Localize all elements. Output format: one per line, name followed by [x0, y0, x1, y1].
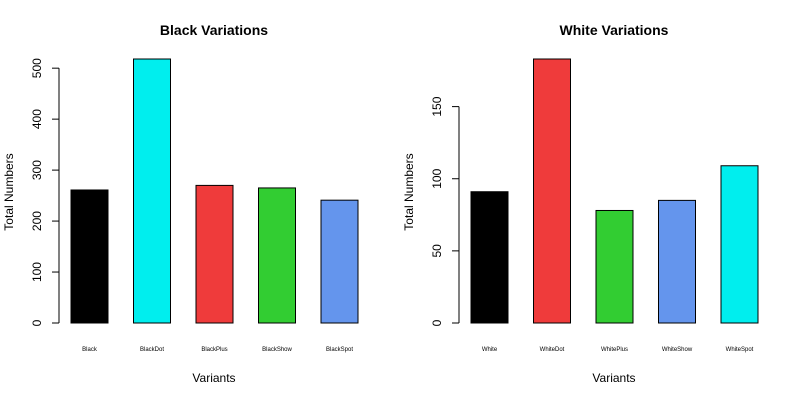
y-tick-label: 100	[30, 262, 44, 282]
y-tick-label: 200	[30, 211, 44, 231]
bar-white	[470, 191, 509, 324]
bar-blackplus	[195, 184, 234, 324]
bar-blackspot	[320, 199, 359, 324]
y-tick-label: 400	[30, 109, 44, 129]
x-tick-label: WhiteSpot	[726, 347, 754, 353]
bar-whitespot	[720, 165, 759, 324]
x-axis-label: Variants	[192, 371, 235, 385]
x-tick-label: White	[482, 347, 498, 353]
y-axis-label: Total Numbers	[402, 153, 416, 230]
bar-whiteplus	[595, 209, 634, 324]
y-tick-label: 500	[30, 58, 44, 78]
x-tick-label: WhitePlus	[601, 347, 628, 353]
bar-black	[70, 189, 109, 324]
x-tick-label: BlackDot	[140, 347, 164, 353]
chart-title: White Variations	[560, 22, 669, 38]
x-tick-label: BlackShow	[262, 347, 292, 353]
y-tick-label: 150	[430, 96, 444, 116]
bar-whitedot	[533, 58, 571, 324]
chart-panel-black: Black Variations Variants Total Numbers …	[2, 22, 359, 385]
chart-panel-white: White Variations Variants Total Numbers …	[402, 22, 759, 385]
y-tick-label: 100	[430, 168, 444, 188]
chart-title: Black Variations	[160, 22, 268, 38]
chart-marks: Black BlackDot BlackPlus BlackShow BlackSpot…	[30, 58, 359, 353]
y-axis-label: Total Numbers	[2, 153, 16, 230]
y-tick-label: 0	[430, 319, 444, 326]
bar-whiteshow	[658, 199, 696, 324]
x-axis-label: Variants	[592, 371, 635, 385]
y-tick-label: 0	[30, 319, 44, 326]
x-tick-label: BlackSpot	[326, 347, 353, 353]
x-tick-label: Black	[82, 347, 98, 353]
x-tick-label: WhiteDot	[540, 347, 565, 353]
x-tick-label: WhiteShow	[662, 347, 693, 353]
bar-blackshow	[258, 187, 296, 324]
y-tick-label: 300	[30, 160, 44, 180]
chart-marks: White WhiteDot WhitePlus WhiteShow WhiteSpot…	[430, 58, 759, 353]
bar-blackdot	[133, 58, 171, 324]
x-tick-label: BlackPlus	[201, 347, 227, 353]
y-tick-label: 50	[430, 244, 444, 258]
